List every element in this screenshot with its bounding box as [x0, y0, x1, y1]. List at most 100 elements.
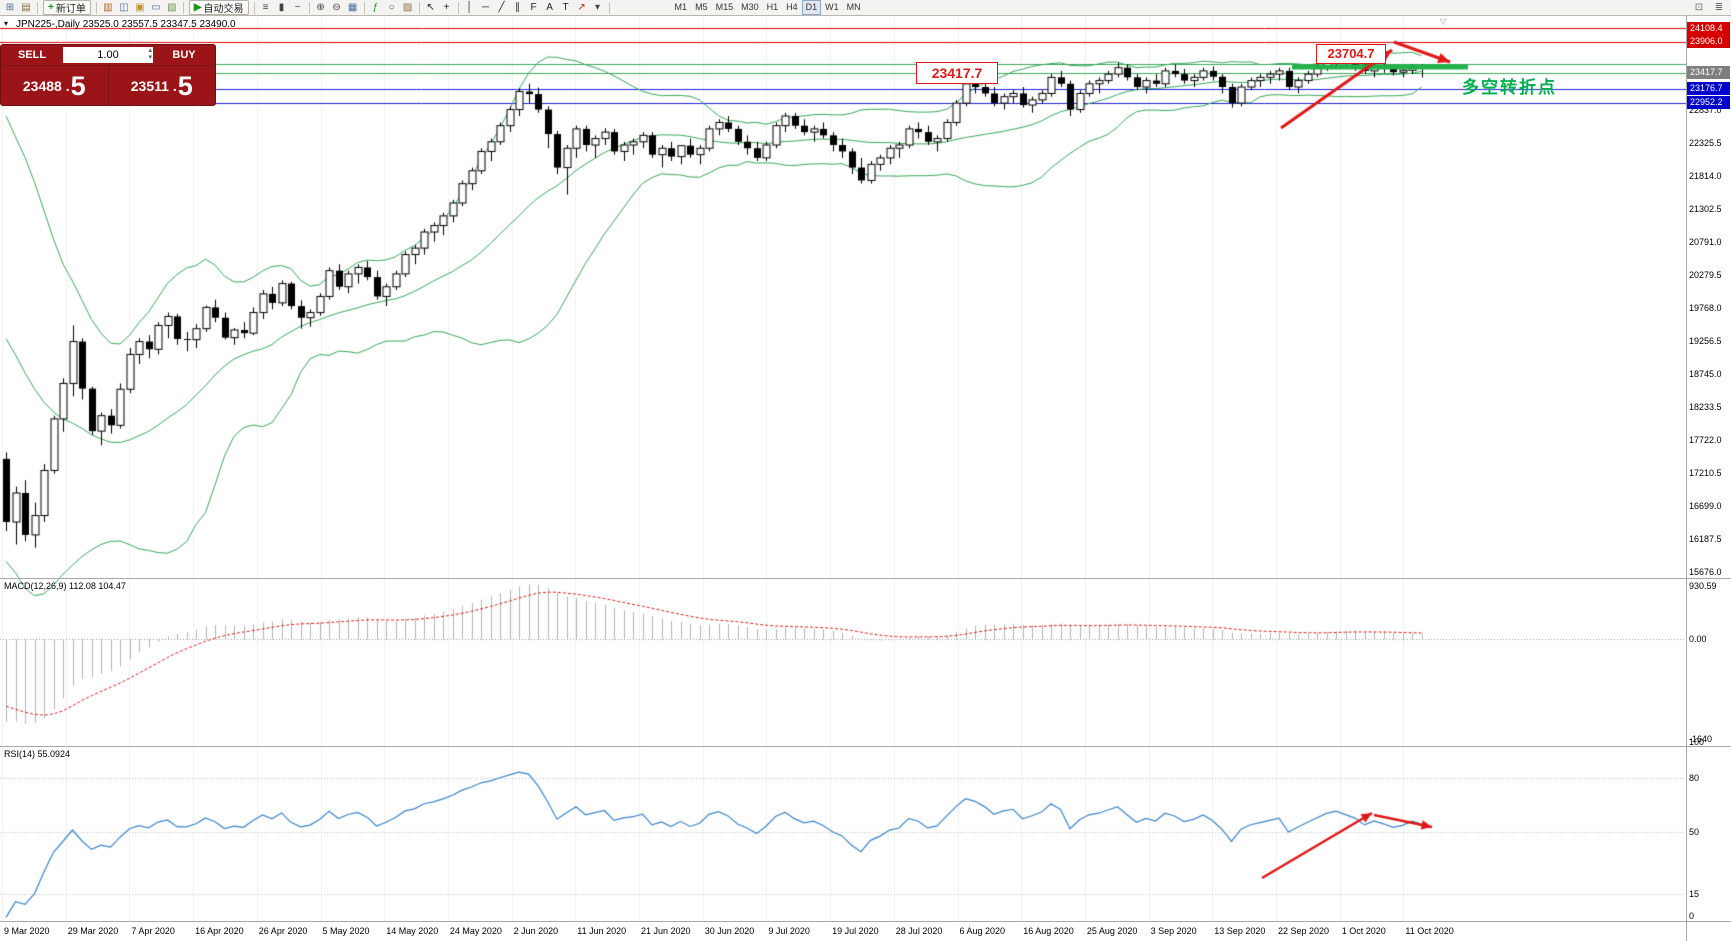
timeframe-M5[interactable]: M5 [695, 2, 708, 12]
volume-value: 1.00 [97, 49, 119, 61]
one-click-trading-panel: SELL 1.00 ▴ ▾ BUY 23488 . 5 23511 . 5 [0, 44, 216, 106]
price-scale-label: 16187.5 [1689, 533, 1722, 544]
time-axis-label: 21 Jun 2020 [641, 926, 691, 936]
profiles-icon[interactable]: ▤ [21, 1, 31, 13]
toolbar-separator [182, 1, 184, 14]
timeframe-M30[interactable]: M30 [741, 2, 759, 12]
price-annotation-label[interactable]: 23417.7 [916, 62, 998, 84]
buy-price-main: 23511 . [130, 78, 177, 94]
window-restore-icon[interactable]: ⊡ [1694, 1, 1704, 13]
price-scale-tag: 22952.2 [1687, 96, 1730, 110]
fibonacci-icon[interactable]: F [530, 1, 537, 13]
new-order-button-label: 新订单 [55, 4, 86, 15]
zoom-in-icon[interactable]: ⊕ [316, 1, 325, 13]
new-order-button[interactable]: + 新订单 [43, 0, 91, 15]
price-scale-tag: 23176.7 [1687, 82, 1730, 96]
price-scale-tag: 24108.4 [1687, 21, 1730, 35]
price-scale-label: 21302.5 [1689, 204, 1722, 215]
terminal-icon[interactable]: ▭ [151, 1, 161, 13]
buy-button[interactable]: BUY [153, 45, 215, 65]
time-axis-label: 9 Jul 2020 [768, 926, 810, 936]
trendline-icon[interactable]: ╱ [498, 1, 505, 13]
timeframe-W1[interactable]: W1 [825, 2, 839, 12]
timeframe-M1[interactable]: M1 [674, 2, 688, 12]
toolbar-separator [418, 1, 420, 14]
rsi-scale-label: 15 [1689, 889, 1700, 900]
time-axis-label: 22 Sep 2020 [1278, 926, 1330, 936]
price-scale-label: 22325.5 [1689, 138, 1722, 149]
time-axis-label: 14 May 2020 [386, 926, 439, 936]
rsi-scale-label: 100 [1689, 737, 1705, 747]
arrows-icon[interactable]: ↗ [577, 1, 586, 13]
one-click-panel-toggle-icon[interactable]: ▾ [4, 19, 9, 28]
price-scale-label: 20279.5 [1689, 270, 1722, 281]
templates-icon[interactable]: ▨ [402, 1, 413, 13]
tile-windows-icon[interactable]: ▦ [347, 1, 358, 13]
window-menu-icon[interactable]: ≣ [1714, 1, 1724, 13]
volume-down-icon[interactable]: ▾ [148, 54, 152, 61]
horizontal-line-icon[interactable]: ─ [482, 1, 490, 13]
market-watch-icon[interactable]: ▥ [103, 1, 113, 13]
time-axis-label: 26 Apr 2020 [258, 926, 308, 936]
channel-icon[interactable]: ∥ [515, 1, 521, 13]
timeframe-H4[interactable]: H4 [786, 2, 798, 12]
price-annotation-label[interactable]: 23704.7 [1316, 44, 1386, 64]
chart-shift-marker[interactable]: ▽ [1440, 17, 1447, 26]
time-axis-label: 7 Apr 2020 [131, 926, 175, 936]
sell-price[interactable]: 23488 . 5 [1, 66, 109, 106]
navigator-icon[interactable]: ▣ [135, 1, 145, 13]
auto-trading-button[interactable]: ▶ 自动交易 [188, 0, 249, 15]
data-window-icon[interactable]: ◫ [119, 1, 129, 13]
price-scale-label: 18233.5 [1689, 402, 1722, 413]
time-axis-label: 30 Jun 2020 [704, 926, 755, 936]
turning-point-note[interactable]: 多空转折点 [1462, 78, 1557, 97]
macd-scale-min: -1640 [1689, 734, 1713, 744]
text-icon[interactable]: A [546, 1, 553, 13]
zoom-out-icon[interactable]: ⊖ [332, 1, 341, 13]
periods-icon[interactable]: ○ [388, 1, 395, 13]
time-axis-label: 28 Jul 2020 [895, 926, 943, 936]
time-axis-label: 16 Aug 2020 [1023, 926, 1074, 936]
chart-symbol-ohlc-label: JPN225-,Daily 23525.0 23557.5 23347.5 23… [16, 19, 236, 30]
timeframe-D1[interactable]: D1 [801, 0, 822, 15]
label-icon[interactable]: T [562, 1, 569, 13]
rsi-scale-label: 0 [1689, 911, 1695, 921]
rsi-scale-label: 50 [1689, 826, 1700, 837]
macd-scale-zero: 0.00 [1689, 633, 1707, 644]
cursor-icon[interactable]: ↖ [426, 1, 435, 13]
strategy-tester-icon[interactable]: ▧ [167, 1, 177, 13]
toolbar: ⊞ ▤ + 新订单 ▥ ◫ ▣ ▭ ▧ ▶ 自动交易 ≡ ▮ ~ ⊕ ⊖ ▦ ƒ ○ ▨ ↖ + │ ─ ╱ ∥ F A T ↗ ▾ M1 M5… [0, 0, 1731, 16]
indicators-icon[interactable]: ƒ [372, 1, 379, 13]
new-chart-icon[interactable]: ⊞ [5, 1, 15, 13]
crosshair-icon[interactable]: + [443, 1, 450, 13]
chart-area[interactable] [0, 16, 1686, 921]
rsi-pane-separator[interactable] [0, 746, 1731, 747]
objects-dropdown-icon[interactable]: ▾ [595, 1, 601, 13]
timeframe-M15[interactable]: M15 [715, 2, 734, 12]
sell-button[interactable]: SELL [1, 45, 63, 65]
buy-price-big-digit: 5 [177, 70, 193, 101]
candlestick-chart-icon[interactable]: ▮ [278, 1, 285, 13]
timeframe-MN[interactable]: MN [846, 2, 861, 12]
buy-price[interactable]: 23511 . 5 [109, 66, 216, 106]
time-axis-label: 1 Oct 2020 [1341, 926, 1386, 936]
price-scale-label: 20791.0 [1689, 237, 1722, 248]
line-chart-icon[interactable]: ~ [294, 1, 301, 13]
volume-up-icon[interactable]: ▴ [148, 47, 152, 54]
price-scale-tag: 23417.7 [1687, 66, 1730, 80]
time-axis-label: 5 May 2020 [322, 926, 370, 936]
toolbar-separator [37, 1, 38, 14]
price-scale-label: 17210.5 [1689, 467, 1722, 478]
volume-input[interactable]: 1.00 ▴ ▾ [63, 47, 153, 63]
time-axis-label: 24 May 2020 [449, 926, 502, 936]
macd-pane-separator[interactable] [0, 578, 1731, 579]
vertical-line-icon[interactable]: │ [466, 1, 473, 13]
toolbar-separator [363, 1, 365, 14]
timeframe-H1[interactable]: H1 [766, 2, 779, 12]
time-axis-label: 11 Jun 2020 [577, 926, 627, 936]
price-scale-label: 19768.0 [1689, 303, 1722, 314]
bar-chart-icon[interactable]: ≡ [262, 1, 269, 13]
time-axis-label: 11 Oct 2020 [1405, 926, 1454, 936]
auto-trading-button-icon: ▶ [193, 2, 202, 13]
price-scale-separator [1686, 16, 1687, 941]
